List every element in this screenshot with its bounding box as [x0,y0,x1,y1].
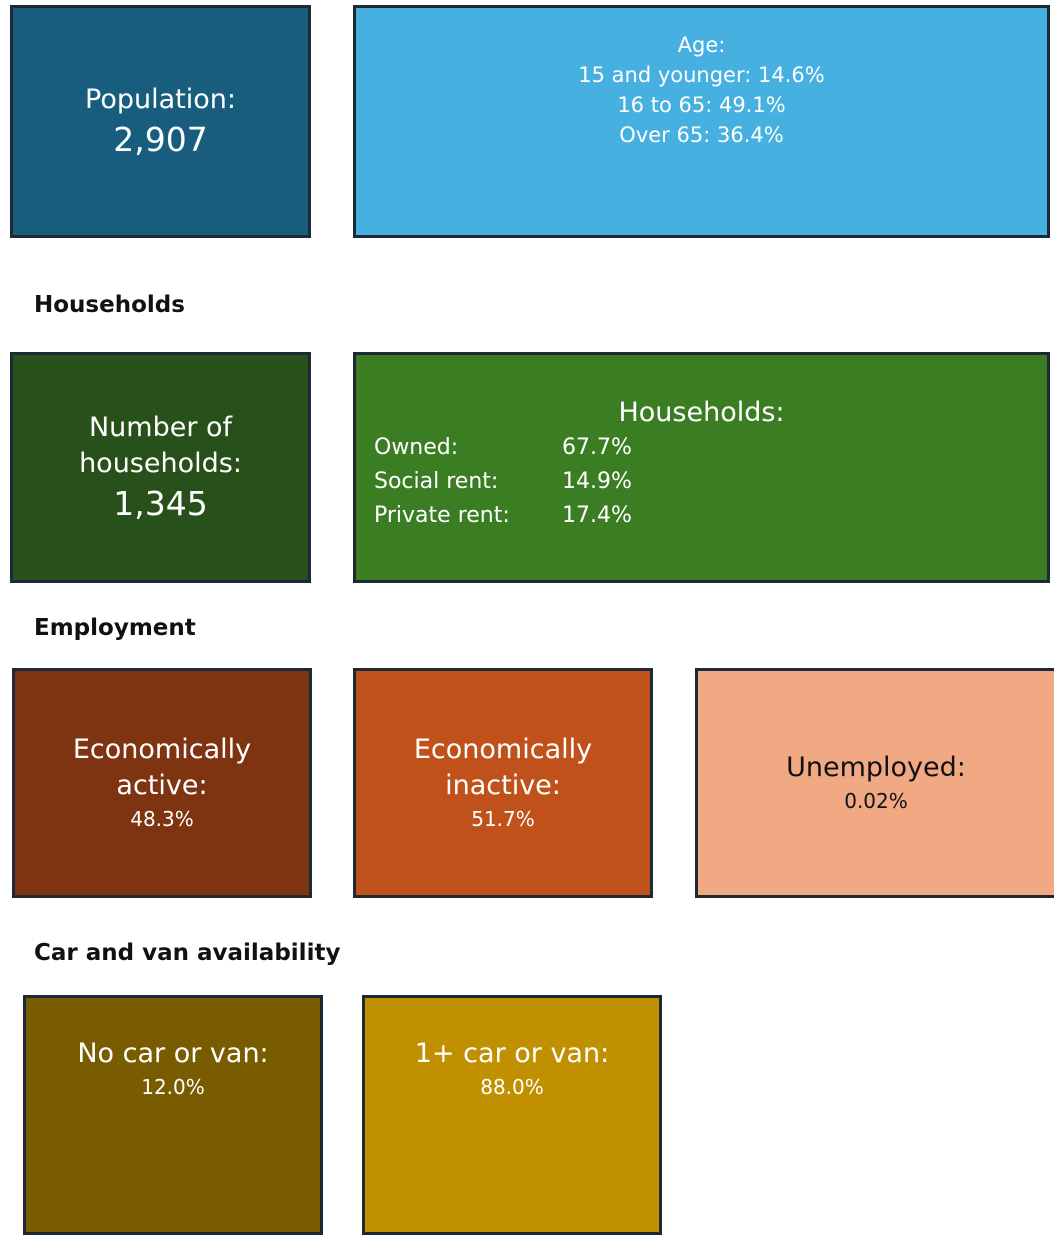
tenure-row: Social rent: 14.9% [374,465,632,499]
tenure-row: Owned: 67.7% [374,431,632,465]
section-heading: Households [34,292,185,318]
value: 14.6% [758,63,825,87]
tenure-rows: Owned: 67.7% Social rent: 14.9% Private re… [374,431,632,533]
label: Economically [413,734,593,765]
label: Unemployed: [786,752,966,783]
label: Private rent: [374,503,510,528]
car-box: No car or van: 12.0% [23,995,323,1235]
label: Number of [88,411,233,443]
value: 48.3% [130,807,194,831]
label: Social rent: [374,469,499,494]
value: 67.7% [562,435,632,460]
label: Population: [85,83,236,115]
label: 16 to 65: [617,93,713,117]
label: inactive: [445,770,561,801]
label: Owned: [374,435,459,460]
section-heading: Employment [34,615,196,641]
age-line: Over 65: 36.4% [619,120,783,150]
section-heading: Car and van availability [34,940,341,966]
title: Households: [618,397,785,428]
value: 51.7% [471,807,535,831]
value: 2,907 [113,119,208,159]
label: No car or van: [77,1038,269,1069]
label: households: [79,447,242,479]
label: Economically [72,734,252,765]
value: 1,345 [113,483,208,523]
age-line: 15 and younger: 14.6% [578,60,824,90]
value: 88.0% [480,1075,544,1099]
value: 17.4% [562,503,632,528]
age-line: 16 to 65: 49.1% [617,90,785,120]
car-box: 1+ car or van: 88.0% [362,995,662,1235]
tenure-row: Private rent: 17.4% [374,499,632,533]
label: 1+ car or van: [414,1038,610,1069]
employment-box: Unemployed: 0.02% [695,668,1054,898]
employment-box: Economically inactive: 51.7% [353,668,653,898]
title: Age: [677,33,726,57]
label: 15 and younger: [578,63,752,87]
population-box: Population: 2,907 [10,5,311,238]
label: Over 65: [619,123,711,147]
value: 0.02% [844,789,908,813]
tenure-box: Households: Owned: 67.7% Social rent: 14.9… [353,352,1050,583]
value: 36.4% [716,123,784,147]
employment-box: Economically active: 48.3% [12,668,312,898]
value: 49.1% [718,93,786,117]
value: 14.9% [562,469,632,494]
household-count-box: Number of households: 1,345 [10,352,311,583]
value: 12.0% [141,1075,205,1099]
age-box: Age: 15 and younger: 14.6% 16 to 65: 49.… [353,5,1050,238]
label: active: [116,770,208,801]
